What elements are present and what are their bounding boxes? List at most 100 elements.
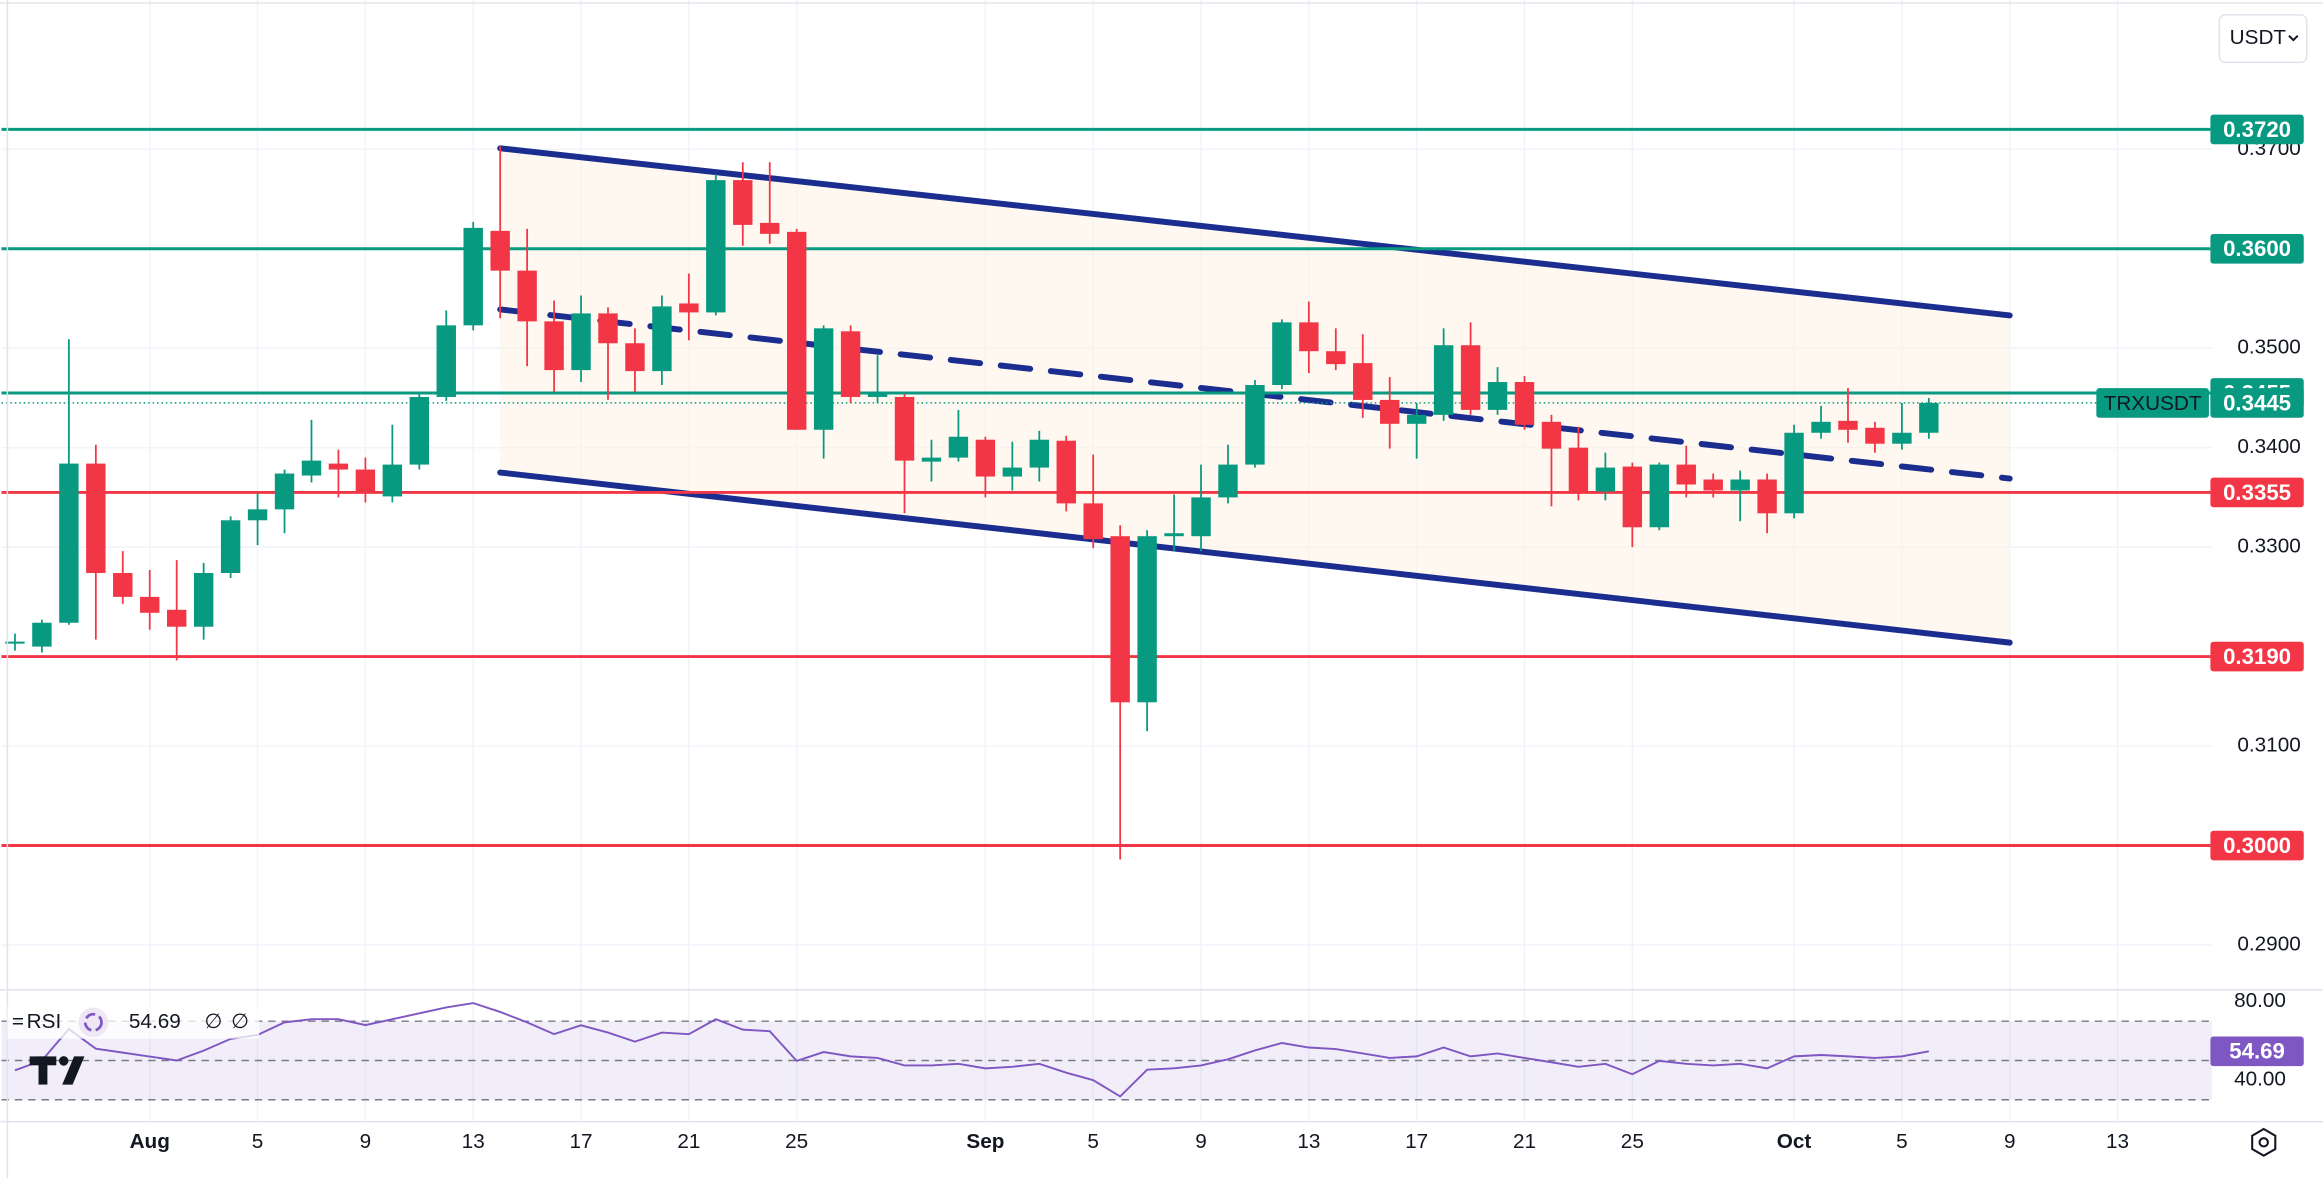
- channel-line: [497, 469, 2013, 646]
- candle-body: [1191, 497, 1211, 537]
- candle-body: [1919, 402, 1939, 433]
- candle-body: [1056, 440, 1076, 504]
- candle-body: [274, 473, 295, 510]
- x-tick-label: 9: [1195, 1130, 1207, 1153]
- candle-body: [1622, 466, 1643, 528]
- candle-body: [1865, 427, 1885, 444]
- x-tick-label: 13: [2106, 1130, 2129, 1153]
- candle-body: [652, 306, 672, 372]
- x-tick-label: Sep: [966, 1130, 1004, 1153]
- candle-body: [975, 439, 996, 477]
- dropdown-label[interactable]: USDT: [2230, 26, 2287, 49]
- gear-center[interactable]: [2258, 1137, 2269, 1148]
- logo-part[interactable]: [38, 1056, 48, 1085]
- logo-part[interactable]: [58, 1056, 69, 1066]
- candle-body: [59, 463, 79, 623]
- level-label-box: [2210, 477, 2304, 508]
- legend-handle: =: [12, 1010, 24, 1033]
- logo[interactable]: [29, 1056, 85, 1085]
- x-tick-label: Oct: [1777, 1130, 1812, 1153]
- candle-body: [1326, 351, 1346, 365]
- candle-body: [328, 463, 349, 470]
- candle-body: [436, 325, 456, 397]
- candle-body: [867, 392, 888, 397]
- symbol-tag-box: [2096, 388, 2209, 418]
- icon-background[interactable]: [78, 1007, 109, 1038]
- candle-body: [1299, 322, 1319, 352]
- rsi-pane: [1, 1002, 2212, 1101]
- candle-body: [1002, 467, 1023, 477]
- rsi-tick-label: 80.00: [2234, 989, 2286, 1012]
- x-tick-label: 5: [252, 1130, 264, 1153]
- candle-body: [247, 509, 268, 521]
- legend-settings-icon[interactable]: [78, 1007, 109, 1038]
- candle-body: [894, 396, 915, 461]
- x-tick-label: 21: [1513, 1130, 1536, 1153]
- candle-body: [463, 227, 483, 326]
- x-tick-label: 13: [1297, 1130, 1320, 1153]
- level-label: 0.3000: [2223, 833, 2291, 858]
- x-tick-label: 13: [462, 1130, 485, 1153]
- rsi-value-box: [2210, 1036, 2304, 1067]
- legend-value: 54.69: [129, 1010, 181, 1033]
- legend-input: ∅: [204, 1010, 222, 1033]
- candle-body: [733, 180, 753, 225]
- candle-body: [166, 609, 187, 627]
- candle-body: [1083, 503, 1103, 540]
- candle-body: [706, 180, 726, 313]
- gear-outline[interactable]: [2251, 1127, 2277, 1157]
- legend-input: ∅: [231, 1010, 249, 1033]
- candle-body: [490, 230, 510, 271]
- currency-dropdown[interactable]: USDT: [2218, 14, 2308, 64]
- level-label: 0.3600: [2223, 236, 2291, 261]
- candle-body: [5, 641, 25, 644]
- candle-body: [86, 463, 106, 574]
- candle-body: [840, 331, 861, 397]
- candle-body: [1433, 345, 1454, 415]
- candle-body: [1164, 533, 1184, 537]
- x-tick-label: 25: [1621, 1130, 1644, 1153]
- legend-background: [7, 1006, 260, 1039]
- channel-line: [497, 145, 2013, 319]
- y-tick-label: 0.3300: [2237, 535, 2300, 558]
- candle-body: [1892, 432, 1912, 444]
- candle-body: [1649, 464, 1669, 528]
- settings-button[interactable]: [2251, 1127, 2277, 1157]
- candle-body: [625, 343, 645, 372]
- candle-body: [113, 573, 133, 597]
- level-label-box: [2210, 830, 2304, 861]
- candle-body: [571, 313, 591, 371]
- candle-body: [193, 573, 214, 627]
- candle-body: [921, 457, 942, 462]
- candle-body: [220, 520, 241, 574]
- dropdown-box[interactable]: [2218, 14, 2308, 64]
- candle-body: [1514, 382, 1535, 425]
- candle-body: [1703, 479, 1723, 491]
- candle-body: [1838, 420, 1858, 430]
- candle-body: [1541, 421, 1562, 449]
- candle-body: [355, 469, 376, 494]
- level-label-box: [2210, 233, 2304, 264]
- last-price-box: [2210, 388, 2304, 418]
- candle-body: [1676, 464, 1696, 485]
- x-tick-label: Aug: [130, 1130, 170, 1153]
- x-tick-label: 5: [1896, 1130, 1908, 1153]
- icon-glyph[interactable]: [83, 1012, 103, 1032]
- logo-part[interactable]: [62, 1056, 85, 1085]
- level-label: 0.3355: [2223, 480, 2291, 505]
- y-tick-label: 0.2900: [2237, 932, 2300, 955]
- candle-body: [301, 460, 322, 476]
- rsi-value-label: 54.69: [2229, 1039, 2285, 1064]
- candle-body: [1137, 536, 1157, 703]
- candle-body: [1406, 414, 1427, 424]
- dropdown-caret[interactable]: [2288, 34, 2299, 42]
- level-label: 0.3720: [2223, 117, 2291, 142]
- x-tick-label: 17: [570, 1130, 593, 1153]
- x-tick-label: 17: [1405, 1130, 1428, 1153]
- candle-body: [517, 270, 537, 322]
- y-tick-label: 0.3500: [2237, 336, 2300, 359]
- candle-body: [409, 396, 430, 465]
- candle-body: [1218, 464, 1238, 498]
- candle-body: [786, 231, 807, 430]
